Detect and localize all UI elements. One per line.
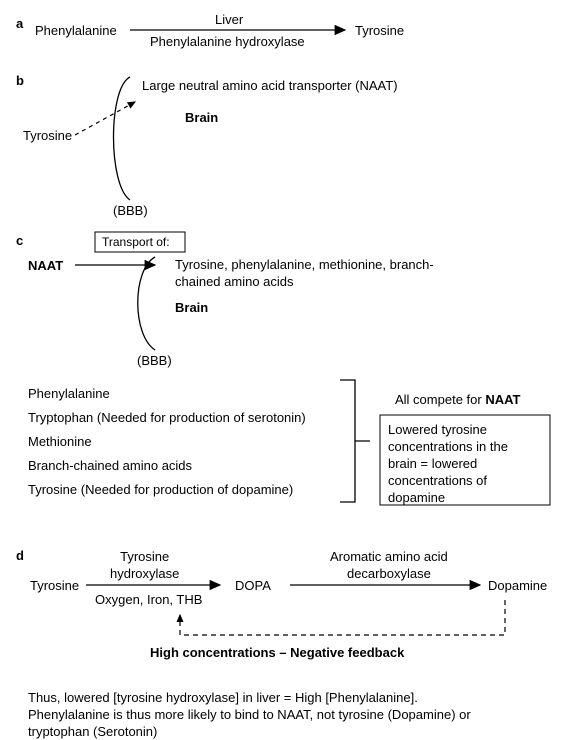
diagram-svg [0, 0, 575, 740]
panel-b-left: Tyrosine [23, 128, 72, 143]
panel-c-rightlist: Tyrosine, phenylalanine, methionine, bra… [175, 257, 434, 291]
compete-item-2: Methionine [28, 434, 92, 449]
panel-b-bbb: (BBB) [113, 203, 148, 218]
panel-b-center: Brain [185, 110, 218, 125]
compete-box-text: Lowered tyrosine concentrations in the b… [388, 422, 543, 506]
panel-c-bbb: (BBB) [137, 353, 172, 368]
panel-b-label: b [16, 73, 24, 88]
panel-b-top: Large neutral amino acid transporter (NA… [142, 78, 398, 93]
panel-d-feedback: High concentrations – Negative feedback [150, 645, 404, 660]
panel-d-below1: Oxygen, Iron, THB [95, 592, 202, 607]
panel-a-below: Phenylalanine hydroxylase [150, 34, 305, 49]
panel-d-above1: Tyrosine hydroxylase [110, 549, 179, 583]
compete-header: All compete for NAAT [395, 392, 520, 407]
compete-header-bold: NAAT [485, 392, 520, 407]
footer-line2: Phenylalanine is thus more likely to bin… [28, 707, 471, 722]
compete-item-1: Tryptophan (Needed for production of ser… [28, 410, 306, 425]
panel-d-mid: DOPA [235, 578, 271, 593]
panel-d-label: d [16, 548, 24, 563]
panel-c-center: Brain [175, 300, 208, 315]
compete-header-text: All compete for [395, 392, 485, 407]
panel-d-above2: Aromatic amino acid decarboxylase [330, 549, 448, 583]
panel-c-box-label: Transport of: [102, 235, 170, 249]
panel-d-end: Dopamine [488, 578, 547, 593]
panel-d-start: Tyrosine [30, 578, 79, 593]
compete-item-4: Tyrosine (Needed for production of dopam… [28, 482, 293, 497]
footer-line3: tryptophan (Serotonin) [28, 724, 157, 739]
diagram-page: a Phenylalanine Liver Phenylalanine hydr… [0, 0, 575, 740]
footer-line1: Thus, lowered [tyrosine hydroxylase] in … [28, 690, 418, 705]
panel-a-above: Liver [215, 12, 243, 27]
panel-a-label: a [16, 16, 23, 31]
compete-item-0: Phenylalanine [28, 386, 110, 401]
panel-a-left: Phenylalanine [35, 23, 117, 38]
compete-item-3: Branch-chained amino acids [28, 458, 192, 473]
panel-c-label: c [16, 233, 23, 248]
panel-c-left: NAAT [28, 258, 63, 273]
panel-a-right: Tyrosine [355, 23, 404, 38]
